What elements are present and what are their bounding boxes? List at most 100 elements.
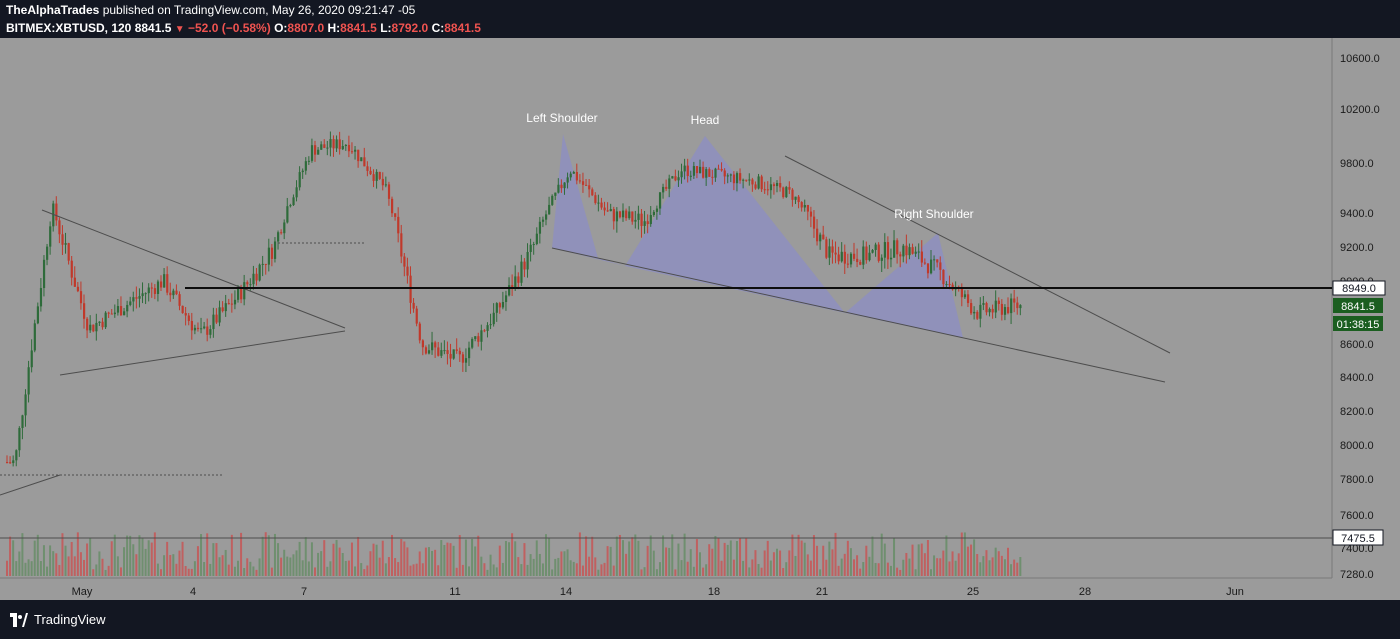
volume-bar <box>64 545 67 576</box>
candle-body <box>326 147 329 149</box>
volume-bar <box>347 560 350 576</box>
volume-bar <box>994 547 997 576</box>
candle-body <box>431 342 434 351</box>
candle-body <box>797 196 800 203</box>
volume-bar <box>224 549 227 576</box>
candle-body <box>160 281 163 288</box>
candle-body <box>689 175 692 177</box>
volume-bar <box>203 562 206 576</box>
candle-body <box>46 246 49 260</box>
candle-body <box>123 311 126 316</box>
volume-bar <box>249 561 252 576</box>
candle-body <box>569 173 572 178</box>
annotation-left-shoulder[interactable]: Left Shoulder <box>526 111 597 125</box>
candle-body <box>6 462 9 463</box>
candle-body <box>714 168 717 178</box>
candle-body <box>215 314 218 323</box>
triangle-lower-trendline[interactable] <box>59 330 346 376</box>
candle-body <box>412 302 415 309</box>
volume-bar <box>424 547 427 576</box>
volume-bar <box>243 568 246 576</box>
candle-body <box>501 302 505 308</box>
volume-bar <box>889 565 892 576</box>
volume-bar <box>431 550 434 576</box>
high-label: H: <box>327 21 341 35</box>
candle-body <box>277 232 280 242</box>
last-price: 8841.5 <box>134 21 172 35</box>
candle-body <box>806 205 809 212</box>
volume-bar <box>911 544 914 576</box>
candle-body <box>141 293 144 297</box>
volume-bar <box>67 556 70 576</box>
volume-bar <box>166 541 169 576</box>
candle-body <box>366 166 369 171</box>
upper-wedge-trendline[interactable] <box>784 155 1171 354</box>
candle-body <box>1013 298 1016 303</box>
volume-bar <box>692 566 695 576</box>
candle-body <box>304 161 307 171</box>
candle-body <box>600 202 603 208</box>
candle-body <box>218 307 221 323</box>
price-tick-label: 9200.0 <box>1340 242 1374 254</box>
price-chart[interactable]: Left Shoulder Head Right Shoulder 10600.… <box>0 38 1400 600</box>
volume-bar <box>988 560 991 576</box>
candle-body <box>843 251 846 264</box>
volume-bar <box>883 543 886 576</box>
price-tick-label: 9800.0 <box>1340 158 1374 170</box>
candle-body <box>591 189 594 196</box>
lower-left-trendline[interactable] <box>0 474 61 496</box>
candle-body <box>261 263 264 265</box>
candle-body <box>264 263 267 265</box>
volume-bar <box>806 554 809 576</box>
author-name[interactable]: TheAlphaTrades <box>6 3 100 17</box>
candle-body <box>643 221 646 226</box>
candle-body <box>354 149 357 152</box>
candle-body <box>1003 307 1007 315</box>
time-tick-label: 14 <box>560 586 572 598</box>
volume-bar <box>73 556 76 576</box>
volume-bar <box>95 564 98 576</box>
symbol-label[interactable]: BITMEX:XBTUSD, 120 <box>6 21 132 35</box>
candle-body <box>541 219 545 222</box>
candle-body <box>908 247 911 256</box>
volume-bar <box>144 548 147 576</box>
volume-bar <box>674 569 677 576</box>
candle-body <box>618 211 622 218</box>
candle-body <box>622 210 625 218</box>
volume-bar <box>588 556 591 576</box>
plot-area[interactable] <box>0 38 1332 578</box>
candle-body <box>474 336 477 340</box>
volume-bar <box>529 554 532 576</box>
volume-bar <box>699 552 701 576</box>
volume-bar <box>471 538 474 576</box>
candle-body <box>662 186 665 193</box>
time-axis[interactable] <box>0 578 1400 600</box>
candle-body <box>526 251 529 270</box>
volume-bar <box>581 565 584 576</box>
triangle-upper-trendline[interactable] <box>41 209 346 329</box>
annotation-head[interactable]: Head <box>691 113 720 127</box>
candle-body <box>39 288 43 307</box>
volume-bar <box>782 568 785 576</box>
candle-body <box>212 314 215 330</box>
volume-bar <box>360 563 363 576</box>
candle-body <box>55 203 58 221</box>
candle-body <box>809 211 813 217</box>
tradingview-logo[interactable]: TradingView <box>10 612 106 627</box>
candle-body <box>181 305 184 314</box>
volume-bar <box>862 562 865 576</box>
candle-body <box>575 172 578 181</box>
annotation-right-shoulder[interactable]: Right Shoulder <box>894 207 973 221</box>
candle-body <box>877 244 880 261</box>
lower-wedge-trendline[interactable] <box>551 247 1166 383</box>
candle-body <box>686 165 689 177</box>
volume-bar <box>387 557 390 576</box>
volume-bar <box>317 552 320 576</box>
time-tick-label: Jun <box>1226 586 1244 598</box>
volume-bar <box>427 547 430 576</box>
volume-bar <box>868 556 871 576</box>
candle-body <box>418 323 421 341</box>
volume-bar <box>526 564 529 576</box>
volume-bar <box>520 564 523 576</box>
volume-bar <box>461 564 464 576</box>
